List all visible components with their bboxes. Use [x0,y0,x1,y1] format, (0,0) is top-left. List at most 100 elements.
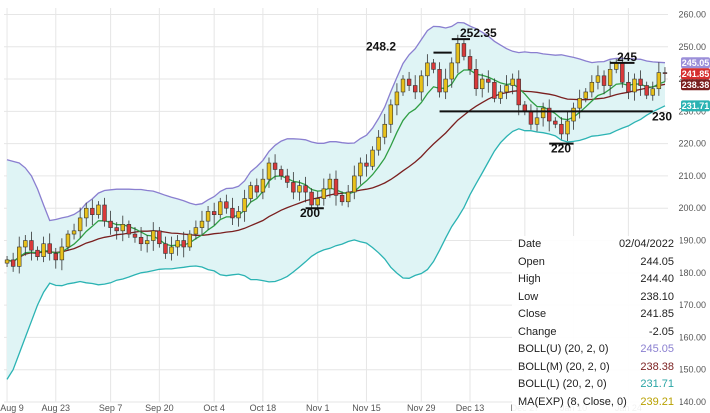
candle-body [632,78,637,93]
candle-body [528,111,534,125]
price-badge-box [681,57,710,69]
candle [626,71,631,100]
candle-body [577,98,582,109]
candle [65,230,71,251]
candle-body [169,246,174,254]
candle-body [272,162,278,170]
candle-body [102,204,107,222]
candle [248,181,253,203]
candle [632,73,637,101]
candle-body [29,240,34,251]
candle-body [400,78,406,93]
y-tick-label: 220.00 [678,139,706,149]
candle-body [339,195,345,203]
y-tick-label: 190.00 [678,236,706,246]
candle-body [187,233,192,248]
candle [157,226,162,248]
candle [571,102,576,130]
candle [126,220,132,238]
candle [187,230,192,251]
candle-body [108,220,113,228]
candle-body [41,243,46,257]
candle [59,238,65,271]
info-row-boll-mid: BOLL(M) (20, 2, 0) 238.38 [512,359,680,377]
candle [181,231,186,258]
candle [236,205,241,227]
candle [193,220,199,240]
candle-body [260,178,266,193]
x-tick-label: Oct 18 [250,403,277,413]
y-tick-label: 210.00 [678,171,706,181]
x-tick-label: Nov 15 [352,403,381,413]
candle-body [510,78,515,86]
candle [431,59,436,74]
candle-body [553,120,558,125]
info-row-date: Date 02/04/2022 [512,236,680,254]
candle-body [425,62,430,77]
candle [467,49,473,75]
candle-body [309,191,314,206]
info-row-change: Change -2.05 [512,324,680,342]
candle-body [358,162,363,177]
candle-body [35,249,40,257]
candle [352,165,357,200]
candle [388,99,394,133]
candle-body [248,185,253,199]
candle-body [492,81,497,99]
price-badge-box [681,68,710,80]
candle-body [84,207,89,219]
candle-body [333,178,339,196]
annotation-label: 245 [617,50,637,64]
candle [41,236,46,263]
info-row-high: High 244.40 [512,271,680,289]
candle-body [199,220,205,228]
candle-body [437,69,442,93]
y-tick-label: 180.00 [678,268,706,278]
x-tick-label: Aug 23 [42,403,71,413]
candle [595,65,601,90]
y-tick-label: 250.00 [678,42,706,52]
candle-body [321,188,327,199]
candle [412,75,418,100]
candle [84,202,89,227]
candle-body [315,198,320,206]
candle [486,70,491,93]
annotation-label: 248.2 [366,40,396,54]
candle [425,54,430,87]
info-value: 244.40 [640,273,674,285]
candle-body [175,240,180,248]
candle-body [59,246,65,261]
candle-body [138,236,144,245]
candle-body [607,69,613,86]
x-tick-label: Aug 9 [0,403,24,413]
candle-body [151,230,156,241]
candle-body [236,211,241,219]
candle [601,70,607,95]
y-tick-label: 200.00 [678,203,706,213]
candle [644,81,649,100]
candle-body [480,78,485,90]
candle [656,62,662,96]
candle [175,235,180,256]
candle [4,256,10,268]
candle [151,222,156,251]
candle [461,39,467,61]
candle [577,89,582,119]
candle [199,210,205,235]
candle [339,191,345,206]
candle-body [126,224,132,235]
info-row-low: Low 238.10 [512,289,680,307]
candle-body [656,72,662,90]
candle [540,102,546,127]
price-badge-label: 241.85 [682,69,710,79]
candle [242,189,247,222]
annotation-label: 200 [300,206,320,220]
candle [71,223,77,240]
candle-body [431,62,436,70]
candle-body [254,185,260,193]
candle [303,176,308,203]
info-label: High [518,273,541,285]
candle-body [47,243,52,254]
